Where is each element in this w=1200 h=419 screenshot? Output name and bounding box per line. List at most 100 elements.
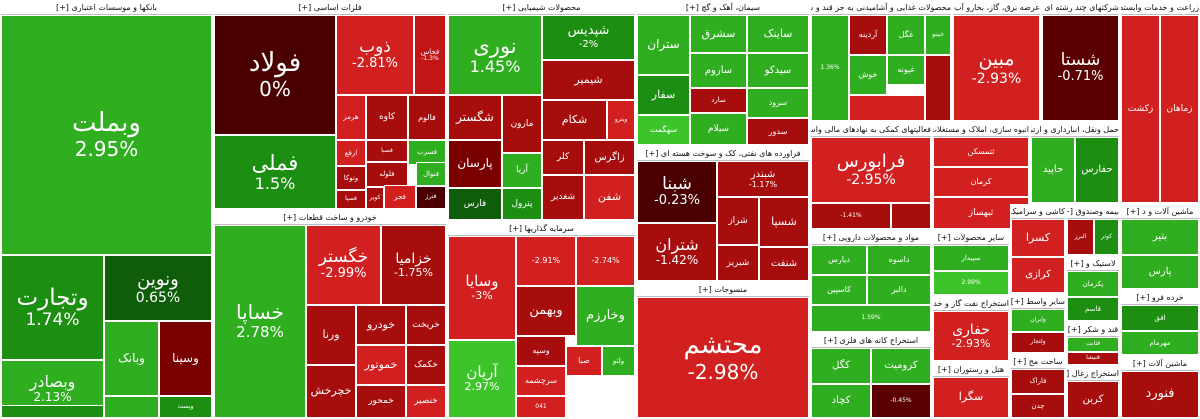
tile[interactable]: شبنا -0.23% [637,161,717,223]
tile[interactable]: کرمان [933,167,1029,197]
tile[interactable]: افق [1121,305,1199,331]
tile[interactable]: سرچشمه [516,366,566,396]
tile[interactable]: وسپه [516,336,566,366]
tile[interactable]: زکشت [1121,15,1160,203]
sector-header[interactable]: خرده فرو [+] [1121,291,1199,305]
sector-insurance[interactable]: بیمه وصندوق [+] البرز کوثر [1066,204,1120,256]
sector-hotels[interactable]: هتل و رستوران [+] سگرا [932,362,1010,419]
tile[interactable]: شغدیر [542,175,584,220]
tile[interactable]: مارون [502,95,542,153]
tile[interactable]: -2.74% [576,236,635,286]
tile[interactable]: شفن [584,175,635,220]
tile[interactable]: شبریز [717,245,759,281]
tile[interactable]: شبندر -1.17% [717,161,809,197]
sector-header[interactable]: سایر واسط [+] [1011,295,1065,309]
tile[interactable]: ساروم [690,53,747,88]
tile[interactable]: خزامیا -1.75% [381,225,446,305]
sector-header[interactable]: حمل ونقل، انبارداری و ارتبا [+] [1031,123,1119,137]
tile[interactable]: مبین -2.93% [953,15,1040,121]
sector-machinery[interactable]: ماشین آلات و د [+] بتیر پارس [1120,204,1200,290]
sector-header[interactable]: ماشین آلات [+] [1121,357,1199,371]
tile[interactable]: ورنا [306,305,356,365]
tile[interactable]: ساینک [747,15,809,53]
sector-header[interactable]: مواد و محصولات دارویی [+] [811,231,931,245]
tile[interactable] [104,396,159,418]
tile[interactable]: ثتمسکن [933,137,1029,167]
tile[interactable]: سیلام [690,113,747,145]
tile[interactable]: فنرژ [416,186,446,209]
tile[interactable]: قنیشا [1067,352,1119,365]
tile[interactable] [925,55,951,121]
tile[interactable]: آریان 2.97% [448,340,516,418]
tile[interactable]: فالوم [408,95,446,140]
tile[interactable]: شتران -1.42% [637,223,717,281]
tile[interactable]: خکمک [406,345,446,385]
tile[interactable]: سهگمت [637,115,690,145]
tile[interactable]: 041 [516,396,566,418]
sector-pharma[interactable]: مواد و محصولات دارویی [+] دیارس داسوه کاسپی… [810,230,932,333]
sector-header[interactable]: کاشی و سرامیک [+] [1011,205,1065,219]
tile[interactable]: وخارزم [576,286,635,346]
tile[interactable]: سگرا [933,377,1009,418]
tile[interactable]: شیمیر [542,60,635,100]
sector-header[interactable]: فلزات اساسی [+] [214,1,446,15]
tile[interactable]: ونوین 0.65% [104,255,212,321]
tile[interactable]: چدن [1011,394,1065,418]
sector-header[interactable]: محصولات شیمیایی [+] [448,1,635,15]
tile[interactable]: شگستر [448,95,502,140]
tile[interactable]: فاراک [1011,369,1065,394]
sector-investment[interactable]: سرمایه گذاریها [+] وسایا -3% آریان 2.97% -2.9… [447,221,636,419]
sector-header[interactable]: محصولات غذایی و آشامیدنی به جز قند و شکر… [811,1,951,15]
tile[interactable]: خمحور [356,385,406,418]
tile[interactable]: وپست [159,396,212,418]
tile[interactable]: -2.91% [516,236,576,286]
tile[interactable]: هرمز [336,95,366,140]
tile[interactable]: خوش [849,55,887,95]
sector-textiles[interactable]: منسوجات [+] محتشم -2.98% [636,282,810,419]
tile[interactable]: -0.45% [871,384,931,418]
tile[interactable]: -1.41% [811,203,891,229]
tile[interactable]: سدور [747,118,809,145]
sector-header[interactable]: ماشین آلات و د [+] [1121,205,1199,219]
tile[interactable]: کویر [366,187,384,209]
sector-metal_ores[interactable]: استخراج کانه های فلزی [+] کگل کچاد کروميت -0… [810,333,932,419]
sector-header[interactable]: سیمان، آهک و گچ [+] [637,1,809,15]
tile[interactable]: وبملت 2.95% [1,15,212,255]
tile[interactable]: فخاس -1.3% [414,15,446,95]
sector-header[interactable]: قند و شکر [+] [1067,323,1119,337]
sector-retail[interactable]: خرده فرو [+] افق مهرمام [1120,290,1200,356]
tile[interactable]: فسپا [336,190,366,209]
sector-cement[interactable]: سیمان، آهک و گچ [+] ساینک سشرق ستران ساروم سی… [636,0,810,146]
sector-header[interactable]: هتل و رستوران [+] [933,363,1009,377]
tile[interactable]: صبا [566,346,602,376]
tile[interactable]: سارد [690,88,747,113]
tile[interactable] [1,405,104,418]
tile[interactable]: پارسان [448,140,502,188]
tile[interactable]: فنورد [1121,371,1199,418]
tile[interactable]: کروميت [871,348,931,384]
tile[interactable]: فملی 1.5% [214,135,336,209]
sector-sugar[interactable]: قند و شکر [+] قثابت قنیشا [1066,322,1120,366]
sector-header[interactable]: استخراج نفت گاز و خد [+] [933,297,1009,311]
tile[interactable]: ارفع [336,140,366,166]
tile[interactable]: کسرا [1011,219,1065,257]
sector-machinery2[interactable]: ماشین آلات [+] فنورد [1120,356,1200,419]
tile[interactable]: شپدیس -2% [542,15,635,60]
tile[interactable]: بتیر [1121,219,1199,255]
tile[interactable]: کچاد [811,384,871,418]
tile[interactable]: ستران [637,15,690,75]
sector-header[interactable]: زراعت و خدمات وابسته [+] [1121,1,1199,15]
sector-financial_aux[interactable]: فعالیتهای کمکی به نهادهای مالی واسط [+]ف… [810,122,932,230]
tile[interactable]: پکرمان [1067,271,1119,297]
tile[interactable]: خموتور [356,345,406,385]
tile[interactable]: وایران [1011,309,1065,332]
tile[interactable]: پارس [1121,255,1199,289]
sector-header[interactable]: فراورده های نفتی، کک و سوخت هسته ای [+] [637,147,809,161]
tile[interactable]: خریخت [406,305,446,345]
tile[interactable]: خساپا 2.78% [214,225,306,418]
tile[interactable]: کاسپین [811,275,867,305]
sector-header[interactable]: ساخت مح [+] [1011,355,1065,369]
tile[interactable]: فارس [448,188,502,220]
tile[interactable]: فجر [384,185,416,209]
tile[interactable]: ولتجار [1011,332,1065,353]
